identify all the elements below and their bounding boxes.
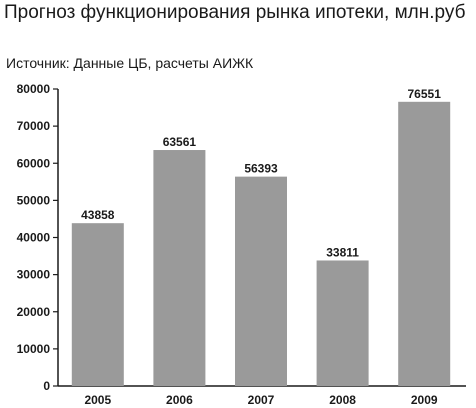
y-tick-label: 0 [43, 379, 50, 393]
x-tick-label-2009: 2009 [411, 393, 438, 407]
y-tick-label: 10000 [17, 342, 51, 356]
bar-2007 [235, 176, 287, 386]
y-tick-label: 70000 [17, 119, 51, 133]
x-tick-label-2005: 2005 [84, 393, 111, 407]
chart-subtitle: Источник: Данные ЦБ, расчеты АИЖК [6, 55, 254, 71]
y-tick-label: 50000 [17, 193, 51, 207]
data-label-2005: 43858 [81, 208, 115, 222]
y-tick-label: 30000 [17, 268, 51, 282]
bar-2005 [71, 223, 124, 386]
bar-2006 [153, 150, 206, 386]
y-tick-label: 60000 [17, 156, 51, 170]
y-tick-label: 40000 [17, 231, 51, 245]
data-label-2009: 76551 [408, 87, 442, 101]
data-label-2006: 63561 [163, 135, 197, 149]
chart-title: Прогноз функционирования рынка ипотеки, … [4, 2, 466, 23]
y-tick-label: 80000 [17, 82, 51, 96]
bar-2008 [316, 260, 369, 386]
bar-2009 [398, 101, 451, 386]
y-tick-label: 20000 [17, 305, 51, 319]
x-tick-label-2006: 2006 [166, 393, 193, 407]
x-tick-label-2007: 2007 [248, 393, 275, 407]
data-label-2007: 56393 [244, 162, 278, 176]
data-label-2008: 33811 [326, 245, 359, 259]
x-tick-label-2008: 2008 [329, 393, 356, 407]
